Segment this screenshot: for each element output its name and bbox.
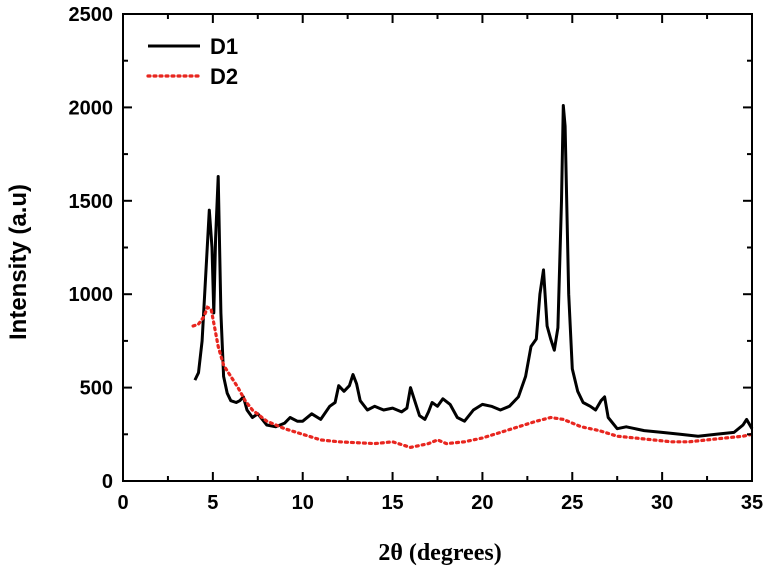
y-tick-label: 0 <box>102 471 113 493</box>
y-tick-label: 1500 <box>69 191 114 213</box>
x-tick-label: 15 <box>381 492 403 514</box>
y-tick-label: 500 <box>80 378 113 400</box>
x-tick-label: 10 <box>292 492 314 514</box>
x-tick-label: 30 <box>651 492 673 514</box>
x-axis-title: 2θ (degrees) <box>378 540 501 566</box>
y-axis-title: Intensity (a.u) <box>5 184 32 340</box>
x-tick-label: 0 <box>117 492 128 514</box>
axes-layer: 0 5 10 15 20 25 30 35 0 500 1000 1500 2000 2500 <box>69 4 764 514</box>
y-tick-label: 1000 <box>69 284 114 306</box>
legend-label-d1: D1 <box>210 34 238 59</box>
series-line-d2 <box>191 305 754 450</box>
x-tick-label: 20 <box>471 492 493 514</box>
legend-label-d2: D2 <box>210 64 238 89</box>
series-line-d1 <box>193 104 754 438</box>
y-tick-label: 2000 <box>69 97 114 119</box>
x-tick-label: 25 <box>561 492 583 514</box>
plot-marks <box>191 104 754 450</box>
x-tick-label: 5 <box>207 492 218 514</box>
x-tick-label: 35 <box>741 492 763 514</box>
y-tick-label: 2500 <box>69 4 114 26</box>
